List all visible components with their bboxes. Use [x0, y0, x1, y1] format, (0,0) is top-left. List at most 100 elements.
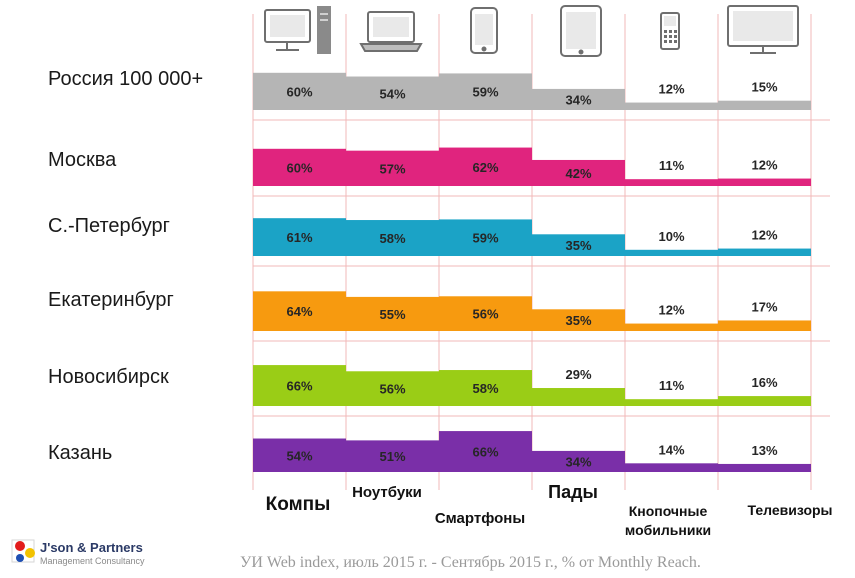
data-label: 62%: [472, 160, 498, 175]
bar: [532, 388, 625, 406]
bar: [253, 148, 346, 186]
feature-phone-icon: [660, 12, 680, 50]
data-label: 54%: [286, 448, 312, 463]
category-icons: [264, 5, 799, 57]
data-label: 15%: [751, 80, 777, 95]
bar: [532, 234, 625, 256]
tv-icon: [727, 5, 799, 54]
category-label: Ноутбуки: [352, 484, 422, 501]
data-label: 58%: [379, 231, 405, 246]
bar: [346, 440, 439, 472]
bar: [718, 178, 811, 186]
series-name: Новосибирск: [48, 366, 169, 388]
data-label: 59%: [472, 231, 498, 246]
data-label: 56%: [379, 382, 405, 397]
data-label: 13%: [751, 443, 777, 458]
bar: [346, 220, 439, 256]
category-label: Кнопочные мобильники: [625, 503, 711, 538]
data-label: 66%: [286, 379, 312, 394]
category-labels: Компы Ноутбуки Смартфоны Пады Кнопочные мобил…: [266, 482, 833, 538]
series-row: Россия 100 000+ 60% 54% 59% 34% 12% 15%: [48, 68, 811, 110]
bar: [346, 371, 439, 406]
bar: [253, 291, 346, 331]
bar: [718, 248, 811, 256]
category-label: Компы: [266, 494, 331, 515]
bar: [532, 88, 625, 110]
source-note: УИ Web index, июль 2015 г. - Сентябрь 20…: [240, 554, 701, 571]
data-label: 12%: [751, 158, 777, 173]
data-label: 10%: [658, 229, 684, 244]
smartphone-icon: [470, 7, 498, 54]
data-label: 14%: [658, 442, 684, 457]
data-label: 54%: [379, 86, 405, 101]
bar: [625, 102, 718, 110]
data-label: 12%: [751, 228, 777, 243]
bar: [625, 323, 718, 331]
data-label: 29%: [565, 367, 591, 382]
bar: [532, 309, 625, 331]
bar: [625, 179, 718, 186]
bar: [718, 320, 811, 331]
bar: [718, 100, 811, 110]
company-logo: J'son & Partners Management Consultancy: [11, 539, 145, 566]
series-name: Екатеринбург: [48, 289, 174, 311]
bar: [532, 159, 625, 186]
bar: [439, 296, 532, 331]
data-label: 56%: [472, 307, 498, 322]
desktop-computer-icon: [264, 6, 331, 54]
bar: [625, 249, 718, 256]
data-label: 57%: [379, 161, 405, 176]
series-name: Россия 100 000+: [48, 68, 203, 90]
data-label: 16%: [751, 375, 777, 390]
data-label: 51%: [379, 449, 405, 464]
series-name: Москва: [48, 149, 117, 171]
bar: [253, 438, 346, 472]
data-label: 35%: [565, 238, 591, 253]
data-label: 42%: [565, 166, 591, 181]
bar: [439, 147, 532, 186]
data-label: 12%: [658, 82, 684, 97]
bar: [253, 218, 346, 256]
data-label: 58%: [472, 381, 498, 396]
data-label: 11%: [659, 378, 685, 393]
data-label: 59%: [472, 85, 498, 100]
category-label: Телевизоры: [747, 502, 832, 518]
bar: [439, 431, 532, 472]
bar: [346, 296, 439, 331]
logo-subtitle: Management Consultancy: [40, 556, 145, 566]
bar: [625, 399, 718, 406]
bar: [439, 73, 532, 110]
bar: [253, 365, 346, 406]
data-label: 66%: [472, 445, 498, 460]
data-label: 17%: [751, 299, 777, 314]
data-label: 34%: [565, 454, 591, 469]
data-label: 34%: [565, 92, 591, 107]
data-label: 61%: [286, 230, 312, 245]
data-label: 35%: [565, 313, 591, 328]
series-row: Казань 54% 51% 66% 34% 14% 13%: [48, 431, 811, 472]
bar: [718, 396, 811, 406]
data-label: 60%: [286, 84, 312, 99]
series-rows: Россия 100 000+ 60% 54% 59% 34% 12% 15% Москва 6…: [48, 68, 811, 472]
series-row: Новосибирск 66% 56% 58% 29% 11% 16%: [48, 365, 811, 406]
logo-name: J'son & Partners: [40, 540, 143, 555]
bar: [346, 76, 439, 110]
series-row: Москва 60% 57% 62% 42% 11% 12%: [48, 147, 811, 186]
bar: [253, 72, 346, 110]
category-label: Пады: [548, 482, 598, 502]
data-label: 60%: [286, 160, 312, 175]
series-name: Казань: [48, 442, 112, 464]
bar: [625, 463, 718, 472]
data-label: 11%: [659, 158, 685, 173]
series-row: С.-Петербург 61% 58% 59% 35% 10% 12%: [48, 215, 811, 256]
data-label: 64%: [286, 304, 312, 319]
tablet-icon: [560, 5, 602, 57]
bar: [718, 463, 811, 472]
series-name: С.-Петербург: [48, 215, 170, 237]
data-label: 12%: [658, 303, 684, 318]
bar: [532, 450, 625, 472]
laptop-icon: [359, 11, 423, 52]
data-label: 55%: [379, 307, 405, 322]
series-row: Екатеринбург 64% 55% 56% 35% 12% 17%: [48, 289, 811, 331]
